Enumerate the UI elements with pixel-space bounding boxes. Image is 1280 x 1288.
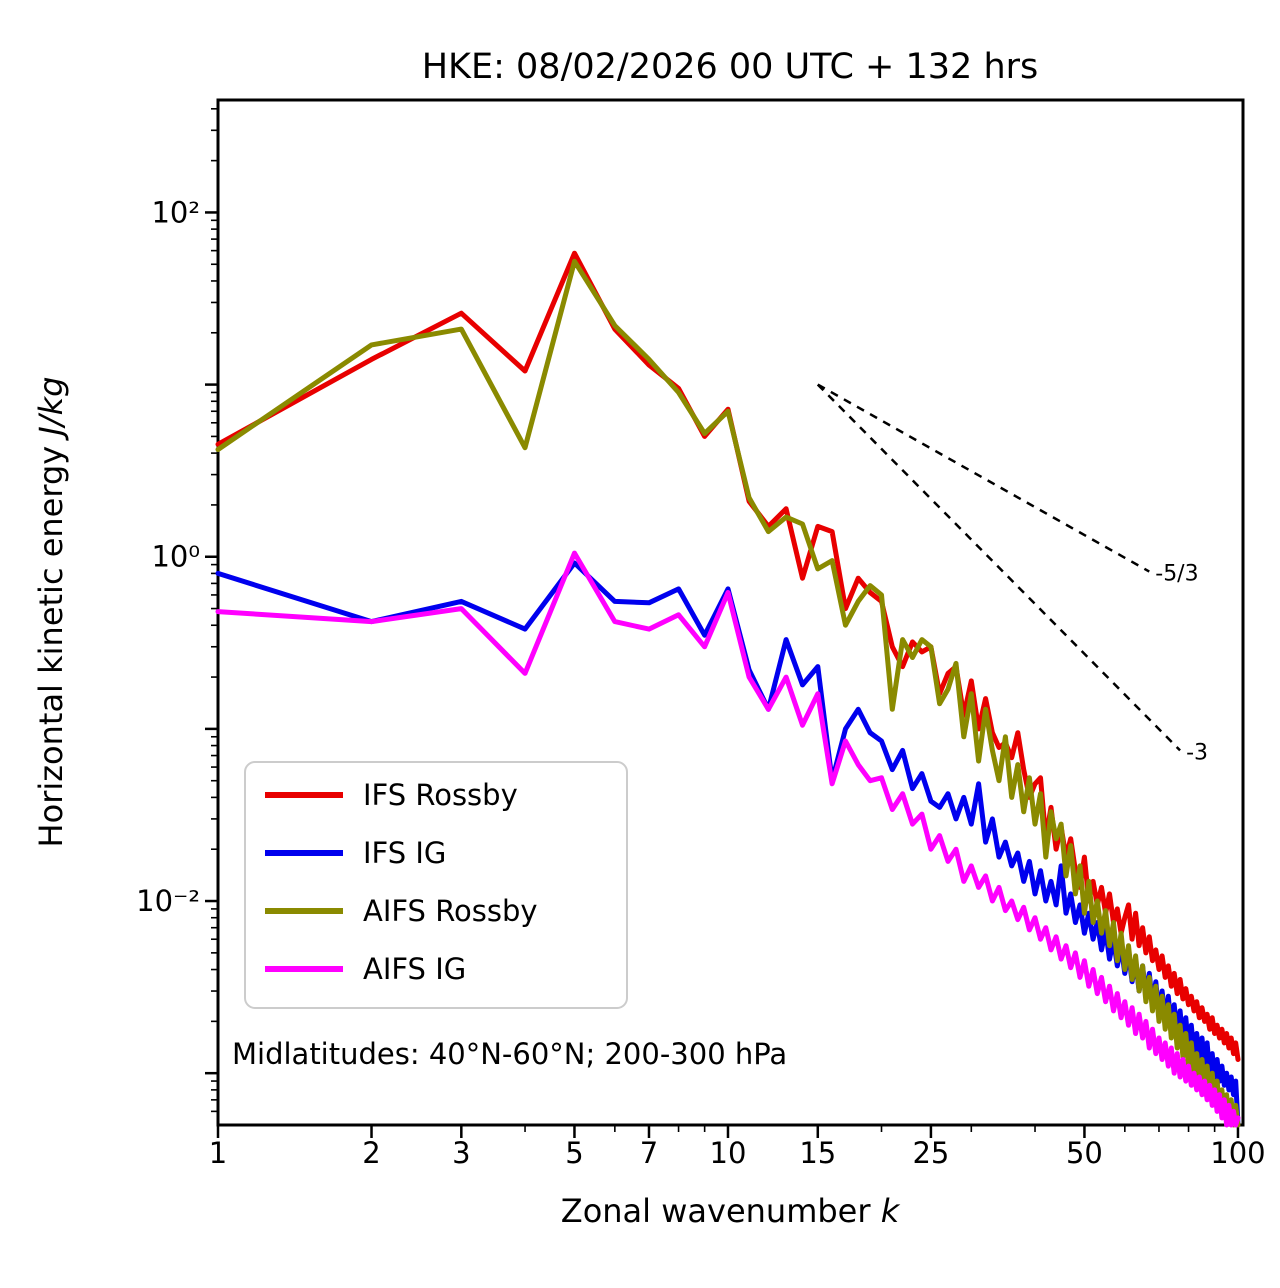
series-lines	[215, 250, 1241, 1128]
chart-title: HKE: 08/02/2026 00 UTC + 132 hrs	[422, 47, 1039, 87]
y-tick-label: 10²	[151, 195, 200, 229]
x-tick-label: 5	[565, 1136, 583, 1170]
x-tick-label: 3	[452, 1136, 470, 1170]
legend-label-ifs-rossby: IFS Rossby	[363, 778, 518, 812]
y-tick-label: 10⁰	[151, 540, 200, 574]
legend-label-aifs-rossby: AIFS Rossby	[363, 894, 538, 928]
x-axis-label: Zonal wavenumber k	[561, 1192, 901, 1230]
aifs-ig-line	[215, 550, 1241, 1128]
x-tick-label: 50	[1066, 1136, 1103, 1170]
legend-box	[244, 761, 628, 1009]
x-tick-labels: 1 2 3 5 7 10 15 25 50 100	[209, 1136, 1266, 1170]
aifs-rossby-line	[215, 258, 1241, 1128]
axis-ticks	[205, 108, 1240, 1138]
x-tick-label: 1	[209, 1136, 227, 1170]
legend-label-aifs-ig: AIFS IG	[363, 952, 466, 986]
y-tick-label: 10⁻²	[136, 884, 200, 918]
x-tick-label: 7	[640, 1136, 658, 1170]
y-axis-label-units: J/kg	[32, 377, 70, 442]
y-tick-labels: 10⁻² 10⁰ 10²	[136, 195, 200, 918]
ref-label-minus-5-3: -5/3	[1155, 562, 1198, 587]
x-tick-label: 25	[912, 1136, 949, 1170]
annotation-text: Midlatitudes: 40°N-60°N; 200-300 hPa	[232, 1037, 787, 1071]
ref-line-minus-3	[816, 383, 1181, 752]
ifs-rossby-line	[215, 250, 1241, 1062]
x-axis-label-symbol: k	[881, 1192, 901, 1230]
y-axis-label: Horizontal kinetic energy J/kg	[32, 377, 70, 848]
x-axis-label-text: Zonal wavenumber	[561, 1192, 881, 1230]
legend-label-ifs-ig: IFS IG	[363, 836, 446, 870]
ref-label-minus-3: -3	[1186, 740, 1208, 765]
x-tick-label: 15	[799, 1136, 836, 1170]
x-tick-label: 2	[362, 1136, 380, 1170]
x-tick-label: 10	[710, 1136, 747, 1170]
reference-slope-lines: -5/3 -3	[816, 383, 1208, 765]
ref-line-minus-5-3	[817, 383, 1150, 573]
x-tick-label: 100	[1210, 1136, 1265, 1170]
ifs-ig-line	[215, 560, 1241, 1128]
y-axis-label-text: Horizontal kinetic energy	[32, 436, 70, 848]
legend: IFS Rossby IFS IG AIFS Rossby AIFS IG	[244, 761, 628, 1009]
